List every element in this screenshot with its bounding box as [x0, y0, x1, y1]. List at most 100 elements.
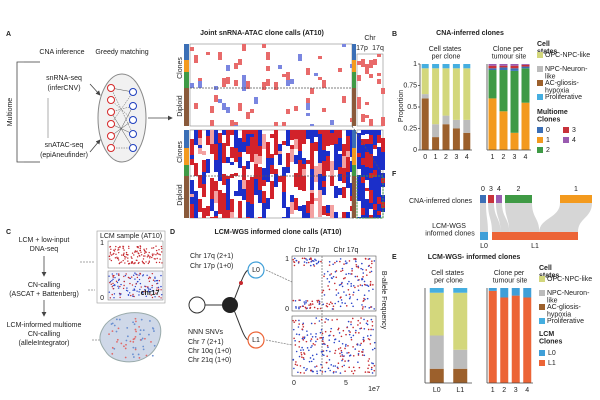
decor-point [293, 367, 295, 370]
heatmap-cell [338, 68, 342, 72]
decor-point [320, 260, 322, 263]
bar-segment [421, 98, 429, 150]
decor-point [339, 372, 342, 374]
snv-label: NNN SNVs [188, 329, 224, 336]
heatmap-cell [226, 176, 230, 179]
decor-point [309, 340, 312, 342]
heatmap-cell [190, 155, 194, 159]
bar-segment [432, 68, 440, 125]
decor-point [151, 256, 153, 259]
decor-point [148, 288, 150, 290]
heatmap-cell [214, 181, 218, 191]
heatmap-cell [338, 167, 342, 174]
decor-point [131, 260, 133, 263]
heatmap-cell [250, 137, 254, 147]
heatmap-cell [338, 154, 342, 167]
decor-point [316, 301, 319, 303]
decor-point [360, 342, 362, 345]
event-dot [239, 281, 243, 285]
decor-point [299, 365, 302, 367]
decor-point [315, 353, 318, 356]
decor-point [316, 262, 318, 265]
heatmap-cell [373, 177, 377, 184]
decor-point [124, 356, 127, 359]
heatmap-cell [361, 189, 365, 197]
heatmap-cell [214, 191, 218, 203]
bar-segment [429, 368, 444, 383]
decor-point [149, 288, 152, 291]
decor-point [145, 251, 147, 253]
heatmap-cell [242, 142, 246, 152]
decor-point [314, 322, 316, 325]
heatmap-cell [210, 130, 214, 138]
decor-point [328, 264, 331, 266]
heatmap-cell [214, 95, 218, 102]
decor-point [296, 364, 299, 366]
heatmap-cell [214, 160, 218, 168]
decor-point [317, 299, 320, 302]
decor-point [114, 257, 117, 259]
decor-point [298, 340, 301, 343]
legend-swatch [537, 66, 543, 72]
decor-point [340, 299, 343, 301]
heatmap-cell [373, 140, 377, 145]
decor-point [118, 278, 120, 281]
heatmap-cell [274, 178, 278, 187]
decor-point [366, 335, 369, 337]
heatmap-cell [365, 159, 369, 167]
decor-point [344, 347, 346, 350]
heatmap-cell [266, 198, 270, 209]
heatmap-cell [266, 142, 270, 149]
decor-point [310, 346, 312, 349]
decor-point [302, 325, 305, 328]
decor-point [119, 246, 121, 249]
decor-point [116, 340, 118, 343]
heatmap-cell [274, 122, 278, 126]
panel-letter: C [6, 229, 11, 236]
decor-point [306, 334, 309, 336]
heatmap-cell [310, 204, 314, 218]
heatmap-cell [210, 144, 214, 154]
decor-point [125, 273, 127, 275]
heatmap-cell [361, 204, 365, 208]
heatmap-cell [322, 161, 326, 176]
decor-point [115, 245, 117, 248]
decor-point [148, 261, 150, 263]
decor-point [330, 327, 333, 330]
heatmap-cell [222, 78, 226, 81]
bar-segment [453, 368, 468, 383]
heatmap-cell [226, 77, 230, 84]
match-line [110, 91, 134, 125]
heatmap-cell [369, 139, 373, 144]
chr-label: chr17 [141, 290, 160, 297]
decor-point [149, 277, 152, 279]
decor-point [148, 251, 150, 254]
heatmap-cell [314, 130, 318, 137]
decor-point [373, 308, 376, 310]
heatmap-cell [190, 139, 194, 155]
decor-point [132, 356, 135, 358]
heatmap-cell [262, 168, 266, 180]
heatmap-cell [238, 138, 242, 152]
decor-point [111, 273, 114, 275]
decor-point [326, 277, 329, 280]
decor-point [152, 247, 155, 249]
decor-point [155, 254, 157, 256]
clone-bar [184, 88, 189, 126]
heatmap-cell [361, 172, 365, 177]
decor-point [298, 319, 300, 322]
bar-segment [510, 65, 519, 69]
heatmap-cell [377, 176, 381, 182]
row-label: Clones [177, 141, 184, 163]
rna-node [107, 108, 115, 116]
heatmap-cell [342, 212, 346, 218]
heatmap-cell [286, 167, 290, 173]
decor-point [133, 289, 136, 291]
heatmap-cell [377, 215, 381, 218]
decor-point [124, 262, 126, 264]
decor-point [311, 354, 314, 357]
decor-point [361, 262, 363, 265]
decor-point [155, 245, 157, 247]
panel-letter: A [6, 31, 11, 38]
decor-point [303, 352, 305, 354]
